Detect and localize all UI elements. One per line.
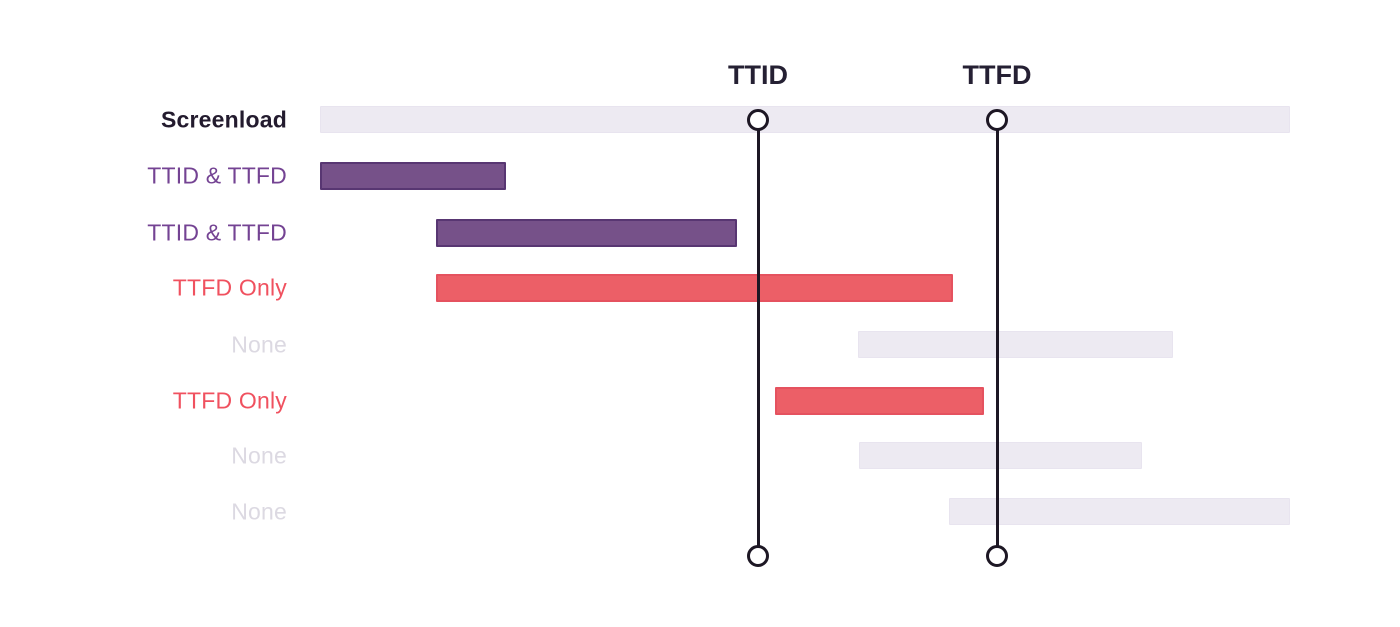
span-bar-none-3 — [949, 498, 1290, 525]
row-label-screenload: Screenload — [161, 106, 287, 132]
marker-ttid-line — [756, 120, 760, 556]
row-label-none-3: None — [231, 498, 287, 524]
span-bar-none-2 — [859, 442, 1142, 469]
marker-ttid-label: TTID — [728, 60, 788, 90]
marker-ttfd-line — [995, 120, 999, 556]
span-bar-none-1 — [858, 331, 1173, 358]
row-label-none-1: None — [231, 331, 287, 357]
marker-ttid-circle-bottom — [747, 545, 769, 567]
row-label-ttfd-only-2: TTFD Only — [172, 387, 287, 414]
row-label-none-2: None — [231, 442, 287, 468]
row-label-ttid-ttfd-2: TTID & TTFD — [147, 219, 287, 246]
span-bar-ttfd-only-1 — [436, 274, 953, 302]
marker-ttfd-circle-top — [986, 109, 1008, 131]
span-bar-ttid-ttfd-2 — [436, 219, 737, 247]
span-bar-ttfd-only-2 — [775, 387, 984, 415]
row-label-ttid-ttfd-1: TTID & TTFD — [147, 162, 287, 189]
span-bar-ttid-ttfd-1 — [320, 162, 506, 190]
span-bar-screenload — [320, 106, 1290, 133]
marker-ttfd-circle-bottom — [986, 545, 1008, 567]
marker-ttid-circle-top — [747, 109, 769, 131]
marker-ttfd-label: TTFD — [962, 60, 1032, 90]
row-label-ttfd-only-1: TTFD Only — [172, 274, 287, 301]
